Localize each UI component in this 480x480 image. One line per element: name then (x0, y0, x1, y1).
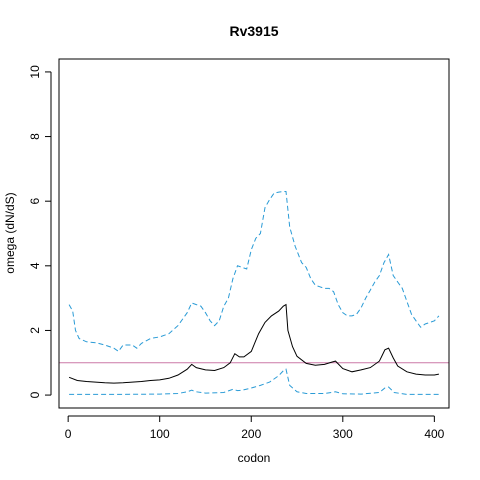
y-tick-label: 8 (28, 133, 42, 140)
y-tick-label: 0 (28, 391, 42, 398)
y-axis-label: omega (dN/dS) (3, 192, 17, 273)
y-axis: 0 2 4 6 8 10 (28, 65, 52, 398)
dashed-series-2 (69, 368, 439, 395)
x-tick-label: 200 (241, 427, 261, 441)
x-tick-label: 100 (150, 427, 170, 441)
solid-series-0 (68, 303, 439, 384)
x-tick-label: 400 (424, 427, 444, 441)
x-tick-label: 0 (65, 427, 72, 441)
plot-area (59, 191, 449, 395)
y-tick-label: 10 (28, 65, 42, 79)
plot-frame (58, 58, 450, 409)
x-axis-label: codon (238, 451, 271, 465)
x-axis: 0 100 200 300 400 (65, 415, 445, 441)
y-tick-label: 2 (28, 327, 42, 334)
y-tick-label: 6 (28, 198, 42, 205)
chart-title: Rv3915 (229, 23, 278, 39)
dashed-series-1 (68, 191, 440, 353)
x-tick-label: 300 (333, 427, 353, 441)
y-tick-label: 4 (28, 262, 42, 269)
